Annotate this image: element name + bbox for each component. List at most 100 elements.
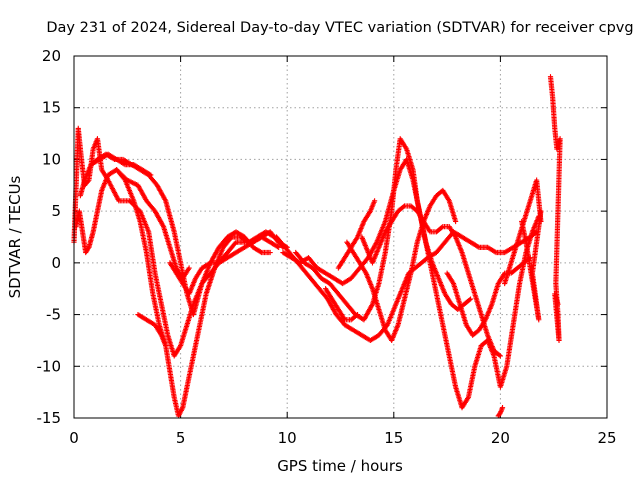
axis-ticks: 0 5 10 15 20 25 -15 -10 -5 0 5 10 15 20 — [37, 47, 617, 447]
data-point-trail — [197, 292, 209, 326]
data-point-trail — [445, 271, 456, 285]
data-point-trail — [176, 406, 185, 418]
y-tick-label: 15 — [42, 99, 61, 117]
data-point-trail — [441, 224, 451, 230]
data-point-trail — [471, 328, 481, 337]
data-point-trail — [459, 251, 471, 275]
data-point-trail — [519, 220, 529, 244]
data-point — [538, 208, 544, 214]
data-point-trail — [396, 204, 406, 213]
data-point-trail — [106, 178, 121, 203]
data-point-trail — [268, 230, 281, 244]
data-point-trail — [515, 261, 526, 270]
data-point-trail — [136, 312, 148, 322]
x-tick-label: 15 — [384, 429, 403, 447]
data-point-trail — [477, 318, 488, 332]
data-point-trail — [359, 235, 371, 254]
data-point-trail — [434, 292, 446, 326]
data-point-trail — [343, 323, 355, 332]
data-point-trail — [251, 245, 263, 255]
data-point-trail — [137, 220, 149, 254]
y-tick-label: 0 — [51, 254, 61, 272]
data-point-trail — [221, 235, 234, 249]
data-point-trail — [404, 147, 416, 171]
data-point-trail — [492, 349, 502, 358]
chart-title: Day 231 of 2024, Sidereal Day-to-day VTE… — [46, 20, 633, 36]
data-point-trail — [217, 255, 229, 265]
x-tick-label: 25 — [597, 429, 616, 447]
y-tick-label: -10 — [37, 357, 62, 375]
data-point-trail — [385, 303, 398, 327]
data-point-trail — [330, 297, 341, 311]
data-point-trail — [421, 220, 432, 234]
data-point-trail — [502, 261, 514, 285]
data-point-trail — [415, 209, 426, 223]
data-point-trail — [144, 199, 157, 213]
data-point-trail — [323, 287, 334, 301]
data-point-trail — [496, 271, 507, 285]
data-point-trail — [447, 225, 458, 239]
data-point-trail — [523, 241, 533, 270]
data-point-trail — [349, 235, 360, 249]
data-point-trail — [146, 230, 158, 275]
data-point-trail — [243, 240, 255, 250]
data-point-trail — [440, 323, 452, 357]
data-point-trail — [421, 230, 433, 264]
data-point-trail — [336, 308, 347, 322]
data-point-trail — [309, 276, 321, 291]
data-point — [453, 218, 459, 225]
data-point-trail — [226, 250, 238, 260]
y-tick-label: -5 — [46, 306, 61, 324]
data-point-trail — [485, 334, 497, 352]
series-track-n — [335, 198, 378, 271]
data-point-trail — [234, 245, 246, 255]
data-point-trail — [466, 365, 478, 399]
data-point-trail — [374, 220, 388, 244]
data-point-trail — [89, 157, 101, 167]
data-point-trail — [496, 411, 503, 418]
data-point-trail — [349, 312, 360, 322]
data-point-trail — [131, 199, 143, 223]
data-point-trail — [180, 385, 190, 409]
data-point-trail — [389, 168, 399, 213]
data-point-trail — [204, 266, 217, 296]
data-point-trail — [370, 246, 381, 265]
data-point-trail — [155, 183, 168, 203]
data-point-trail — [150, 292, 162, 326]
data-point-trail — [393, 287, 405, 306]
data-point-trail — [376, 308, 388, 332]
data-point-trail — [453, 235, 465, 254]
data-point — [186, 265, 192, 271]
data-point-trail — [174, 271, 185, 285]
data-point-trail — [140, 167, 153, 177]
data-point-trail — [172, 344, 183, 358]
data-point-trail — [447, 199, 458, 223]
data-point-trail — [168, 261, 179, 275]
y-tick-label: 10 — [42, 150, 61, 168]
data-point-trail — [428, 194, 439, 208]
series-track-b — [73, 167, 286, 419]
data-point-trail — [521, 199, 533, 223]
data-point-trail — [99, 173, 111, 192]
data-point-trail — [159, 334, 168, 347]
data-point-trail — [355, 220, 366, 239]
series-track-r — [519, 208, 544, 323]
y-tick-label: -15 — [37, 409, 62, 427]
data-point-trail — [217, 235, 230, 249]
data-point-trail — [193, 266, 204, 280]
data-point-trail — [398, 137, 409, 151]
data-point-trail — [408, 241, 420, 275]
data-point-trail — [466, 272, 477, 296]
data-point-trail — [294, 251, 306, 265]
data-point-trail — [436, 277, 447, 296]
data-point-trail — [225, 240, 238, 254]
data-point-trail — [362, 302, 375, 322]
data-point-trail — [311, 266, 323, 280]
data-point-trail — [451, 282, 463, 306]
data-point-trail — [427, 261, 439, 295]
data-point — [372, 198, 378, 204]
data-point-trail — [368, 333, 381, 343]
data-point-trail — [510, 282, 522, 326]
